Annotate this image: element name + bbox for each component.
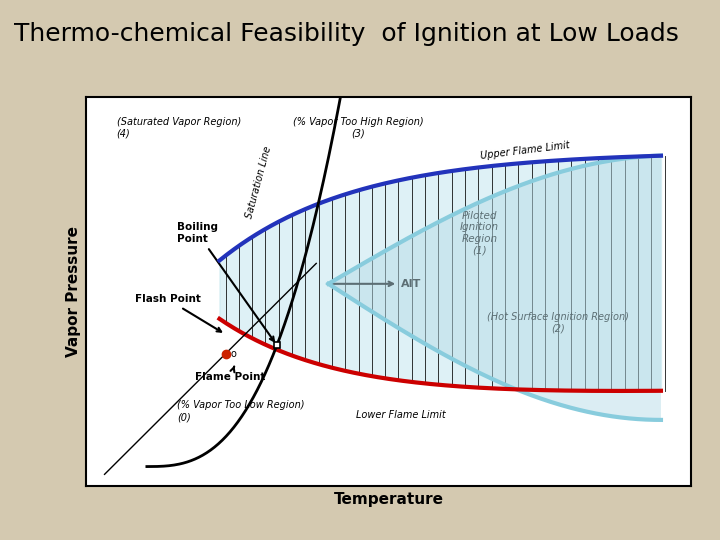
Y-axis label: Vapor Pressure: Vapor Pressure xyxy=(66,226,81,357)
Text: (% Vapor Too Low Region)
(0): (% Vapor Too Low Region) (0) xyxy=(177,401,305,422)
Text: o: o xyxy=(230,349,236,359)
Text: (% Vapor Too High Region)
(3): (% Vapor Too High Region) (3) xyxy=(293,117,424,138)
Text: Lower Flame Limit: Lower Flame Limit xyxy=(356,410,446,420)
Text: AIT: AIT xyxy=(331,279,421,289)
Text: Piloted
Ignition
Region
(1): Piloted Ignition Region (1) xyxy=(460,211,499,255)
X-axis label: Temperature: Temperature xyxy=(334,491,444,507)
Text: Flame Point: Flame Point xyxy=(195,367,266,382)
Text: (Saturated Vapor Region)
(4): (Saturated Vapor Region) (4) xyxy=(117,117,241,138)
Text: Saturation Line: Saturation Line xyxy=(244,145,273,220)
Polygon shape xyxy=(328,156,661,420)
Text: Thermo-chemical Feasibility  of Ignition at Low Loads: Thermo-chemical Feasibility of Ignition … xyxy=(14,22,679,45)
Text: Upper Flame Limit: Upper Flame Limit xyxy=(480,140,570,161)
Text: (Hot Surface Ignition Region)
(2): (Hot Surface Ignition Region) (2) xyxy=(487,312,629,334)
Text: Flash Point: Flash Point xyxy=(135,294,221,332)
Text: Boiling
Point: Boiling Point xyxy=(177,222,274,341)
